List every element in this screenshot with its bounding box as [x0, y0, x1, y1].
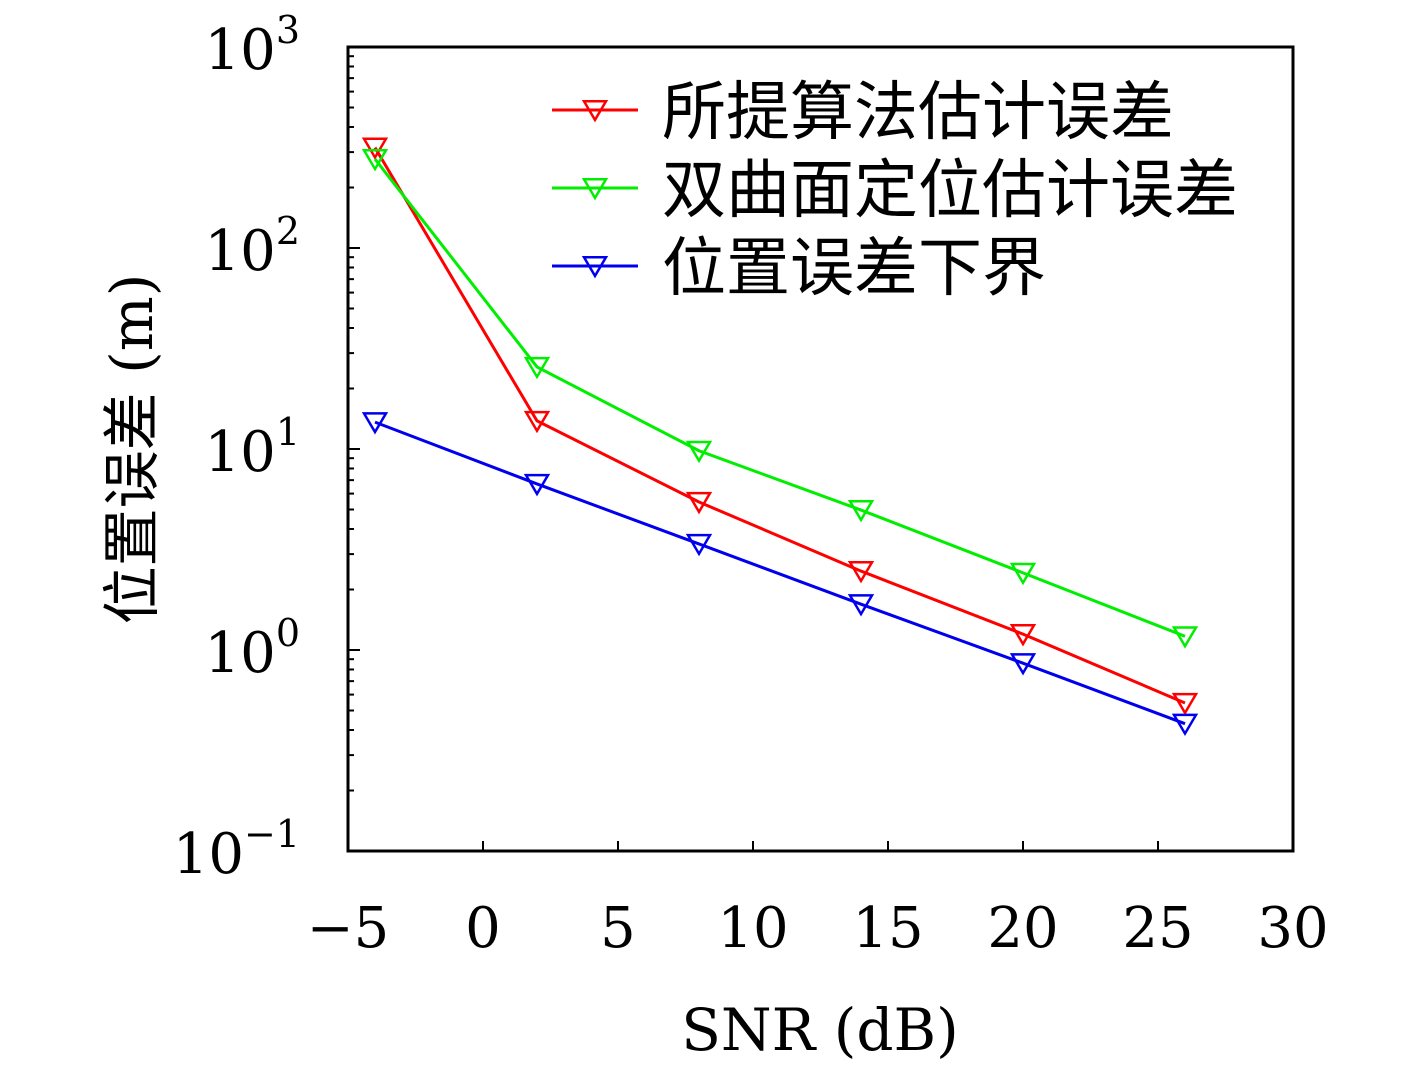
data-point: [1171, 626, 1199, 649]
data-point: [847, 561, 875, 584]
x-tick-label: 5: [600, 896, 636, 961]
y-tick-label: 103: [205, 8, 300, 83]
y-tick-labels: 10−1 100 101 102 103: [173, 8, 300, 887]
data-point: [361, 149, 389, 172]
data-point: [523, 410, 551, 434]
plot-frame: [346, 45, 1295, 853]
series-line: [374, 420, 1186, 726]
data-point: [1009, 624, 1037, 647]
x-tick-label: 25: [1122, 896, 1193, 961]
data-point: [1009, 653, 1037, 676]
legend-marker: [581, 255, 609, 279]
x-axis-label: SNR (dB): [681, 996, 959, 1064]
data-point: [1171, 713, 1199, 737]
x-tick-label: 15: [852, 896, 923, 961]
series-line: [373, 158, 1186, 638]
data-point: [361, 137, 389, 160]
x-tick-label: 30: [1257, 896, 1328, 961]
data-point: [523, 356, 551, 380]
y-axis-label: 位置误差 (m): [98, 274, 166, 625]
x-tick-label: 20: [987, 896, 1058, 961]
series-lines: [361, 137, 1199, 737]
data-point: [1171, 692, 1199, 716]
data-point: [361, 412, 389, 435]
data-point: [847, 499, 875, 523]
legend-label: 位置误差下界: [662, 232, 1046, 306]
x-tick-labels: −5 0 5 10 15 20 25 30: [307, 896, 1329, 961]
data-point: [685, 533, 713, 557]
x-tick-label: 10: [717, 896, 788, 961]
data-point: [1009, 562, 1037, 586]
x-tick-label: 0: [465, 896, 501, 961]
data-point: [685, 440, 713, 464]
series-line: [373, 146, 1186, 705]
legend-label: 双曲面定位估计误差: [662, 154, 1238, 228]
data-point: [523, 473, 551, 497]
y-tick-label: 10−1: [173, 812, 300, 887]
data-point: [685, 491, 713, 515]
x-tick-label: −5: [307, 896, 390, 961]
legend-label: 所提算法估计误差: [662, 76, 1174, 150]
y-tick-label: 101: [205, 410, 300, 485]
y-tick-label: 102: [205, 209, 300, 284]
y-tick-label: 100: [205, 611, 300, 686]
legend-marker: [581, 99, 609, 123]
data-point: [847, 594, 875, 617]
legend-marker: [581, 177, 609, 201]
